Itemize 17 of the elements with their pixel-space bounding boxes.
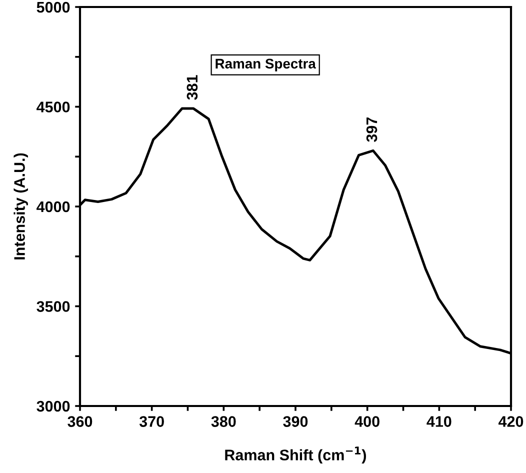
y-axis-title: Intensity (A.U.) — [14, 153, 28, 260]
y-tick-label: 3000 — [36, 400, 70, 412]
annotation: 381 — [186, 75, 198, 100]
x-axis-title: Raman Shift (cm$^{−1}$) — [225, 446, 366, 464]
x-tick-label: 370 — [139, 416, 164, 427]
y-tick-label: 4000 — [36, 201, 70, 212]
annotation: 397 — [366, 117, 378, 142]
x-tick-label: 390 — [283, 416, 308, 427]
annotation: Raman Spectra — [216, 58, 316, 72]
x-tick-label: 360 — [68, 416, 92, 427]
y-tick-label: 3500 — [36, 301, 70, 312]
x-tick-label: 380 — [211, 416, 236, 427]
x-tick-label: 410 — [426, 416, 452, 427]
y-tick-label: 5000 — [36, 2, 70, 13]
x-tick-label: 400 — [354, 416, 380, 427]
x-tick-label: 420 — [498, 416, 524, 427]
y-tick-label: 4500 — [36, 102, 70, 112]
